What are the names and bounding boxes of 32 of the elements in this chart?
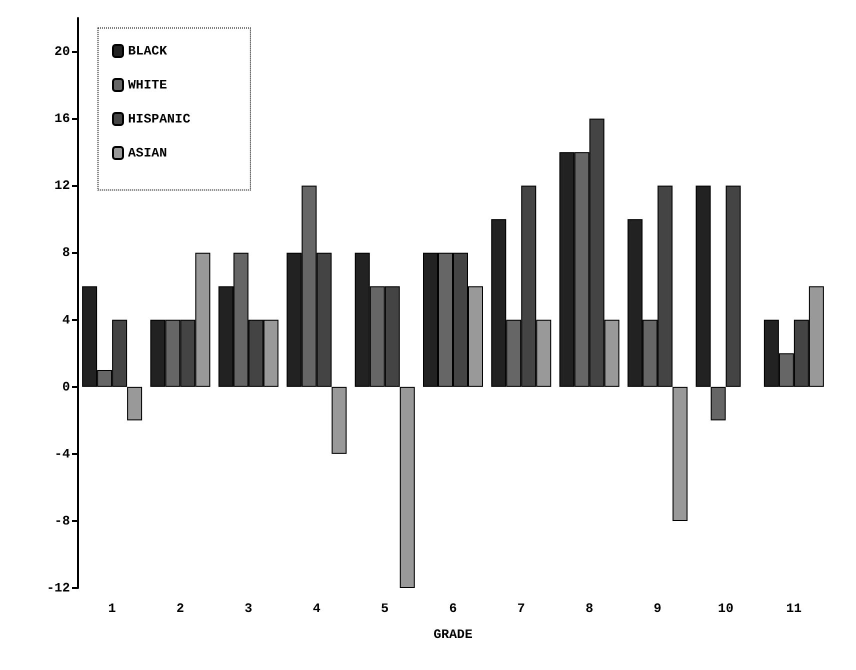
legend-label: ASIAN: [128, 146, 168, 160]
x-tick-label: 10: [718, 601, 734, 616]
x-axis-title: GRADE: [433, 627, 473, 642]
y-tick-label: -12: [46, 580, 70, 596]
legend-label: HISPANIC: [128, 112, 191, 126]
bar: [400, 386, 415, 588]
y-tick-label: 20: [54, 44, 70, 60]
x-tick-label: 4: [312, 601, 321, 616]
y-tick-label: 16: [54, 111, 70, 126]
x-tick-label: 1: [108, 601, 116, 616]
legend-label: BLACK: [128, 44, 168, 58]
x-tick-label: 5: [380, 601, 389, 616]
bar: [696, 186, 711, 387]
y-tick-label: -8: [54, 513, 70, 528]
y-tick-label: -4: [54, 446, 70, 462]
bar: [672, 386, 688, 521]
y-tick-label: 8: [62, 245, 70, 260]
y-tick-label: 4: [62, 312, 70, 328]
bar: [710, 386, 726, 420]
x-tick-label: 2: [176, 601, 184, 616]
x-tick-label: 9: [654, 601, 662, 616]
x-tick-label: 3: [244, 601, 253, 616]
bar: [127, 386, 142, 420]
x-tick-label: 8: [585, 601, 594, 616]
x-tick-label: 11: [786, 601, 802, 616]
y-tick-label: 0: [62, 379, 70, 394]
bar: [332, 386, 347, 454]
y-tick-label: 12: [54, 178, 70, 194]
bar: [726, 186, 741, 387]
legend-label: WHITE: [128, 78, 168, 92]
x-tick-label: 6: [449, 601, 458, 616]
x-tick-label: 7: [517, 601, 526, 616]
